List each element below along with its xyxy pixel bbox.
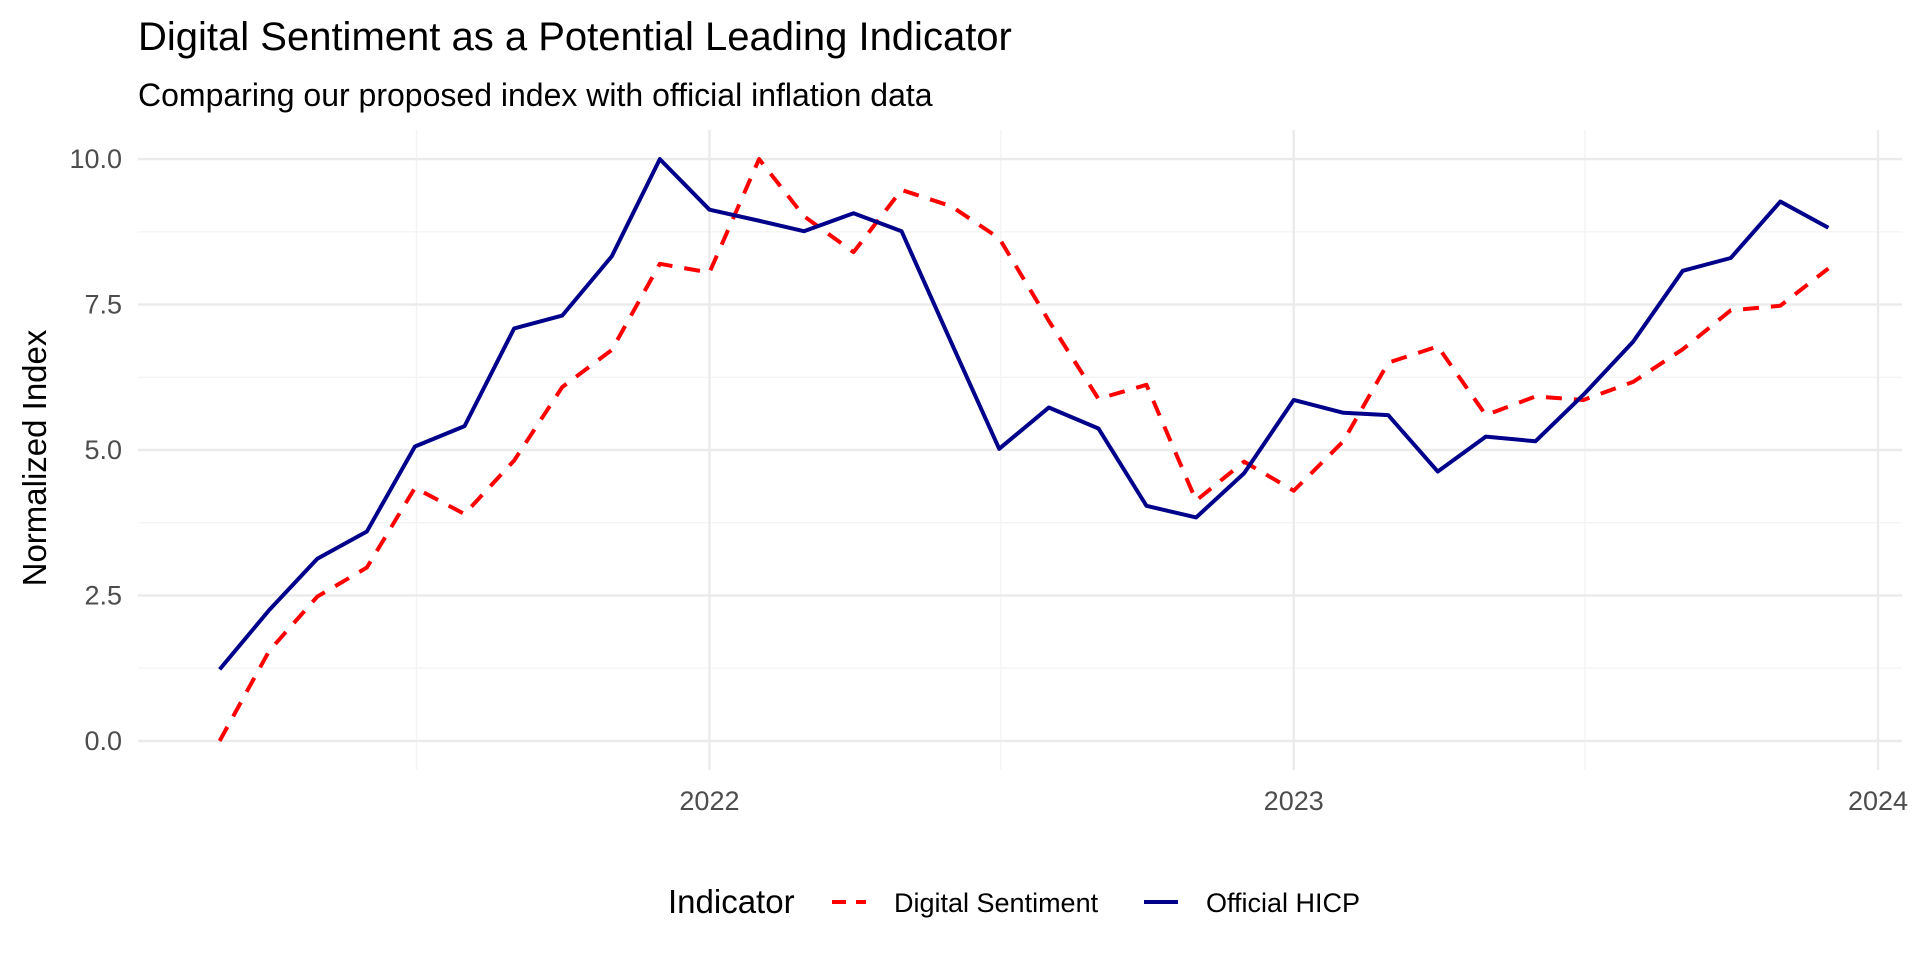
legend-label: Digital Sentiment <box>894 888 1099 918</box>
x-tick-label: 2023 <box>1264 786 1324 816</box>
y-axis-title: Normalized Index <box>16 329 53 586</box>
x-tick-label: 2022 <box>679 786 739 816</box>
series-line-digital-sentiment <box>217 157 1830 742</box>
plot-area: 0.0 2.5 5.0 7.5 10.0 2022 2023 2024 <box>69 130 1908 816</box>
legend-title: Indicator <box>668 883 795 920</box>
x-tick-label: 2024 <box>1848 786 1908 816</box>
chart-subtitle: Comparing our proposed index with offici… <box>138 77 933 113</box>
y-tick-label: 2.5 <box>84 580 122 610</box>
y-tick-label: 5.0 <box>84 435 122 465</box>
y-tick-label: 10.0 <box>69 144 122 174</box>
legend-label: Official HICP <box>1206 888 1360 918</box>
series-line-official-hicp <box>218 157 1830 671</box>
chart-title: Digital Sentiment as a Potential Leading… <box>138 15 1012 59</box>
y-tick-label: 0.0 <box>84 726 122 756</box>
legend: Indicator Digital Sentiment Official HICP <box>668 883 1360 920</box>
y-tick-label: 7.5 <box>84 290 122 320</box>
